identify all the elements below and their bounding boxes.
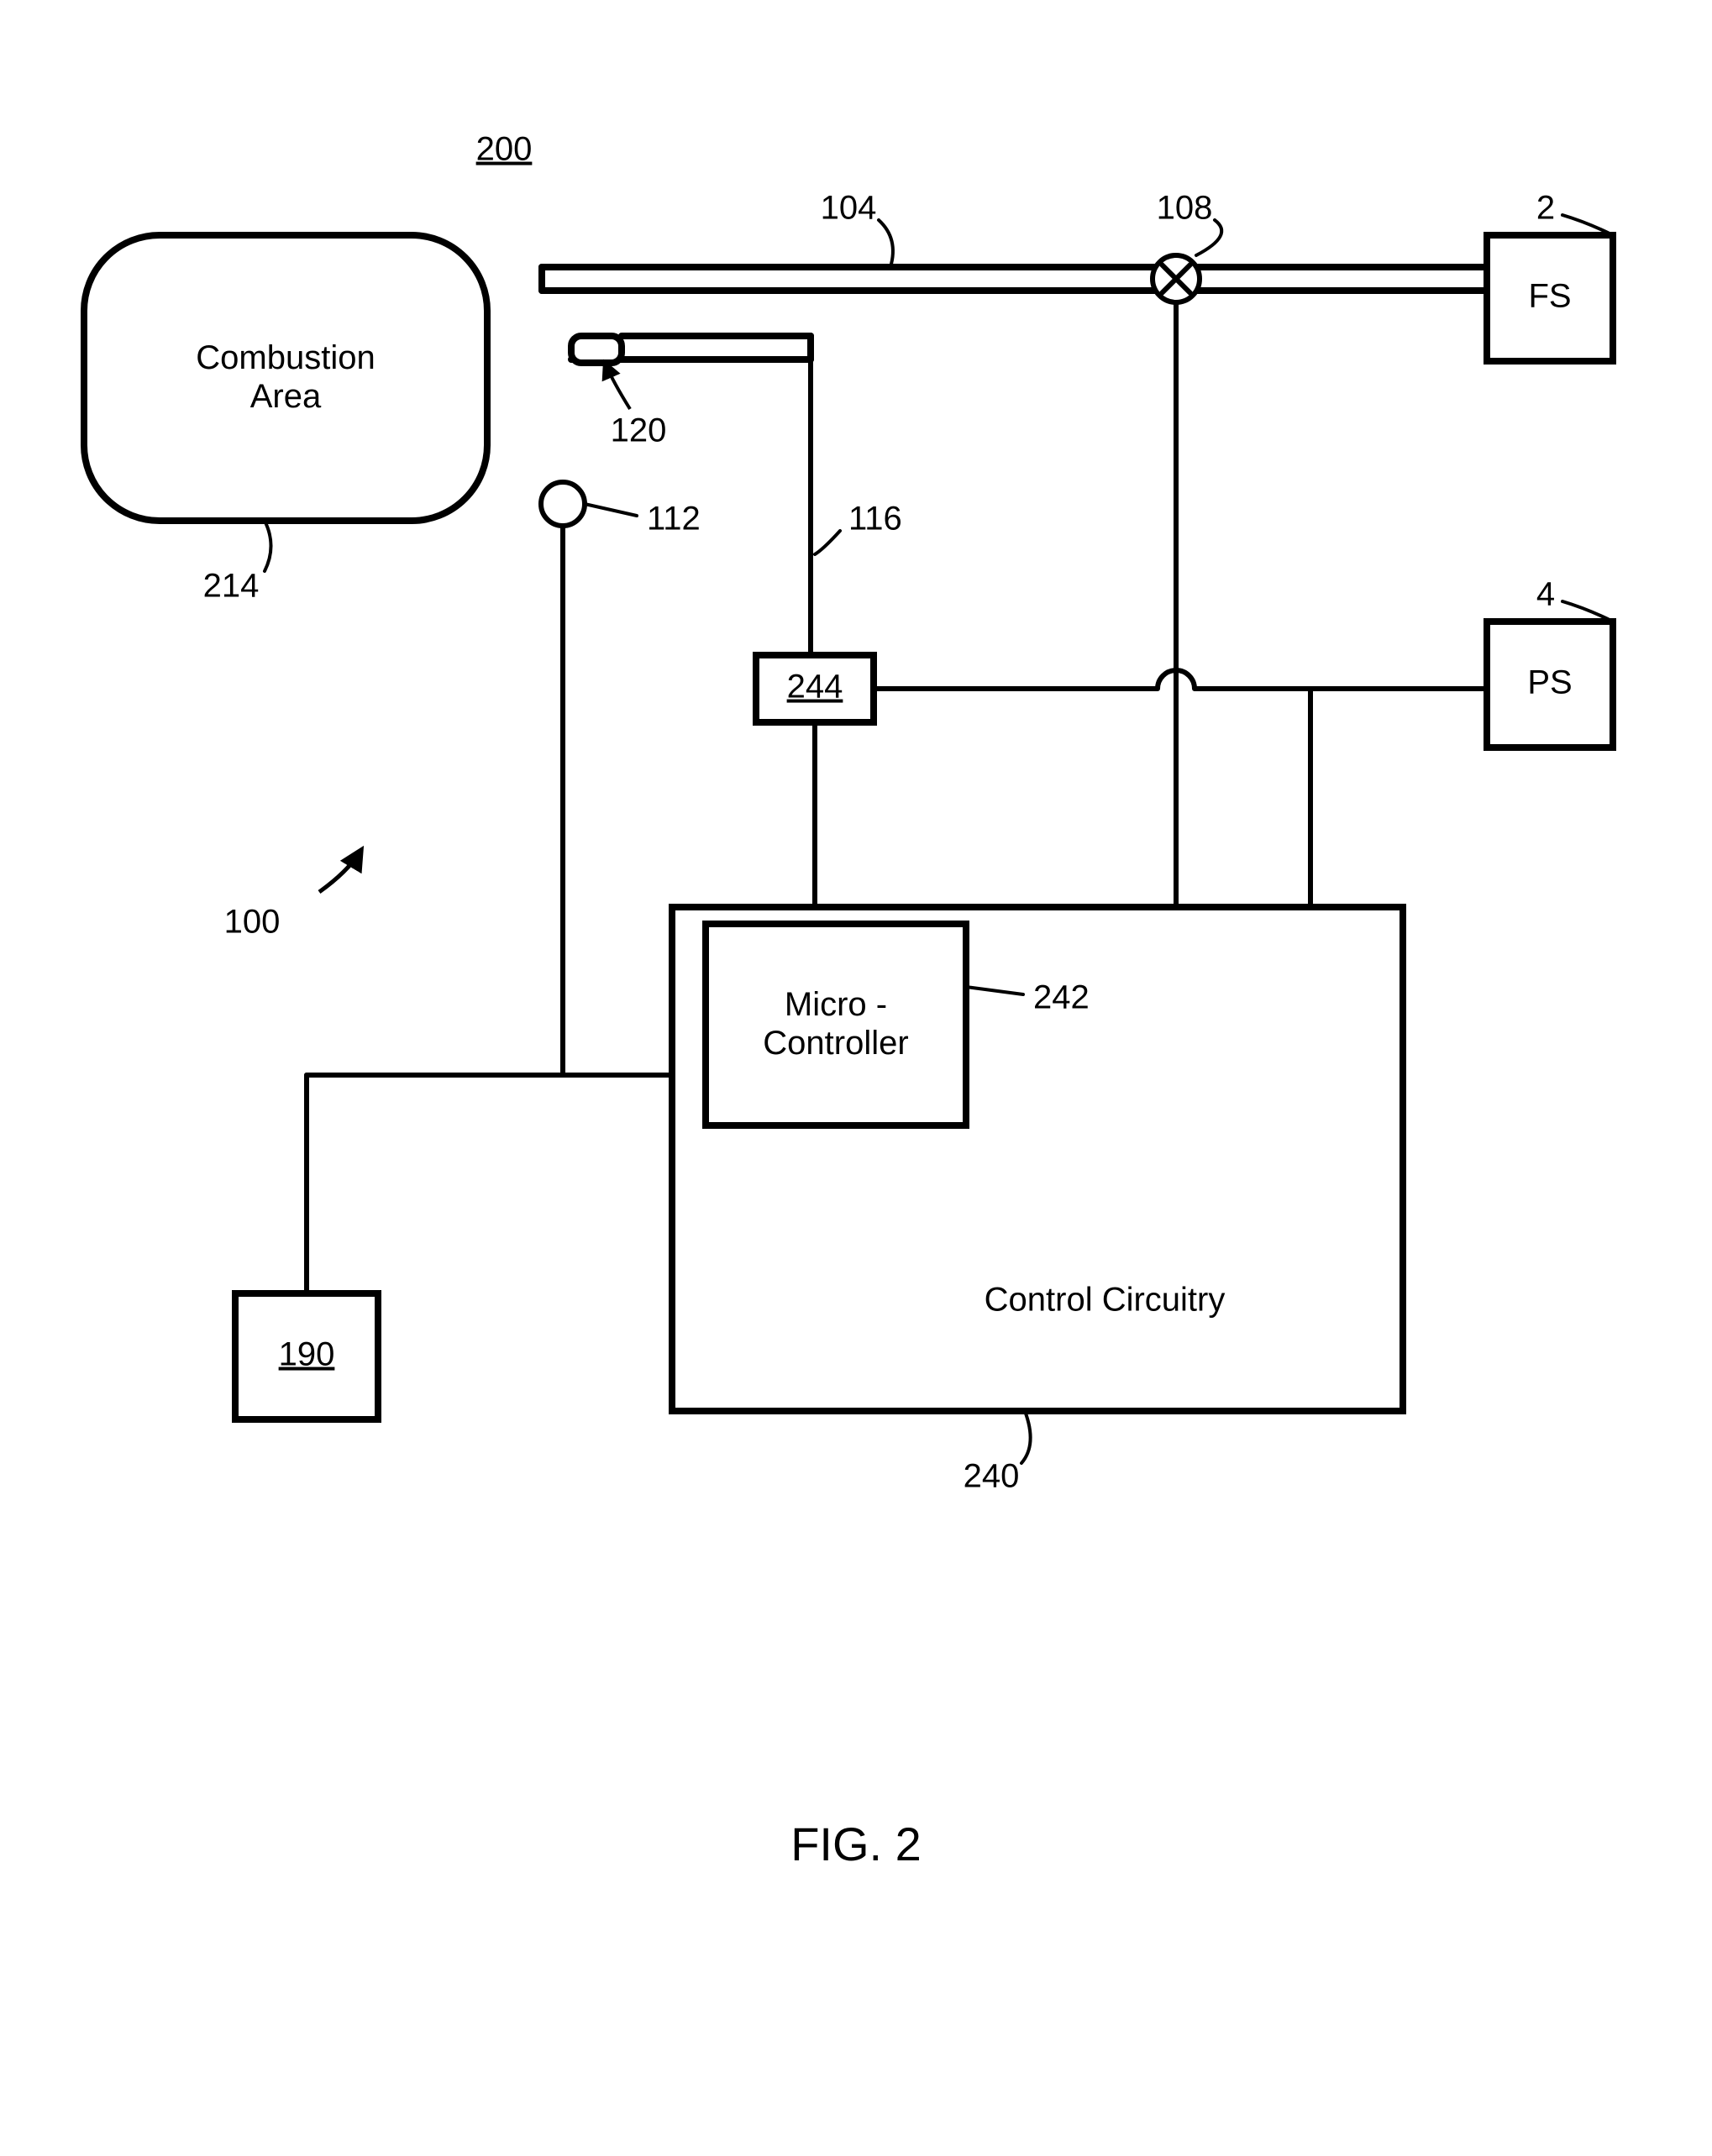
- svg-text:244: 244: [787, 669, 843, 706]
- svg-text:4: 4: [1536, 576, 1555, 613]
- svg-text:108: 108: [1157, 190, 1213, 227]
- svg-text:FS: FS: [1528, 278, 1571, 315]
- svg-text:190: 190: [279, 1336, 335, 1373]
- svg-text:242: 242: [1033, 979, 1090, 1016]
- svg-text:214: 214: [203, 568, 260, 605]
- svg-text:FIG. 2: FIG. 2: [790, 1818, 922, 1870]
- svg-text:2: 2: [1536, 190, 1555, 227]
- svg-text:116: 116: [848, 501, 902, 538]
- svg-text:104: 104: [821, 190, 877, 227]
- svg-text:PS: PS: [1527, 664, 1572, 701]
- svg-text:120: 120: [611, 412, 667, 449]
- svg-text:Control Circuitry: Control Circuitry: [985, 1282, 1226, 1319]
- svg-text:240: 240: [964, 1458, 1020, 1495]
- svg-text:100: 100: [224, 904, 281, 941]
- svg-text:200: 200: [476, 131, 533, 168]
- svg-text:112: 112: [647, 501, 701, 538]
